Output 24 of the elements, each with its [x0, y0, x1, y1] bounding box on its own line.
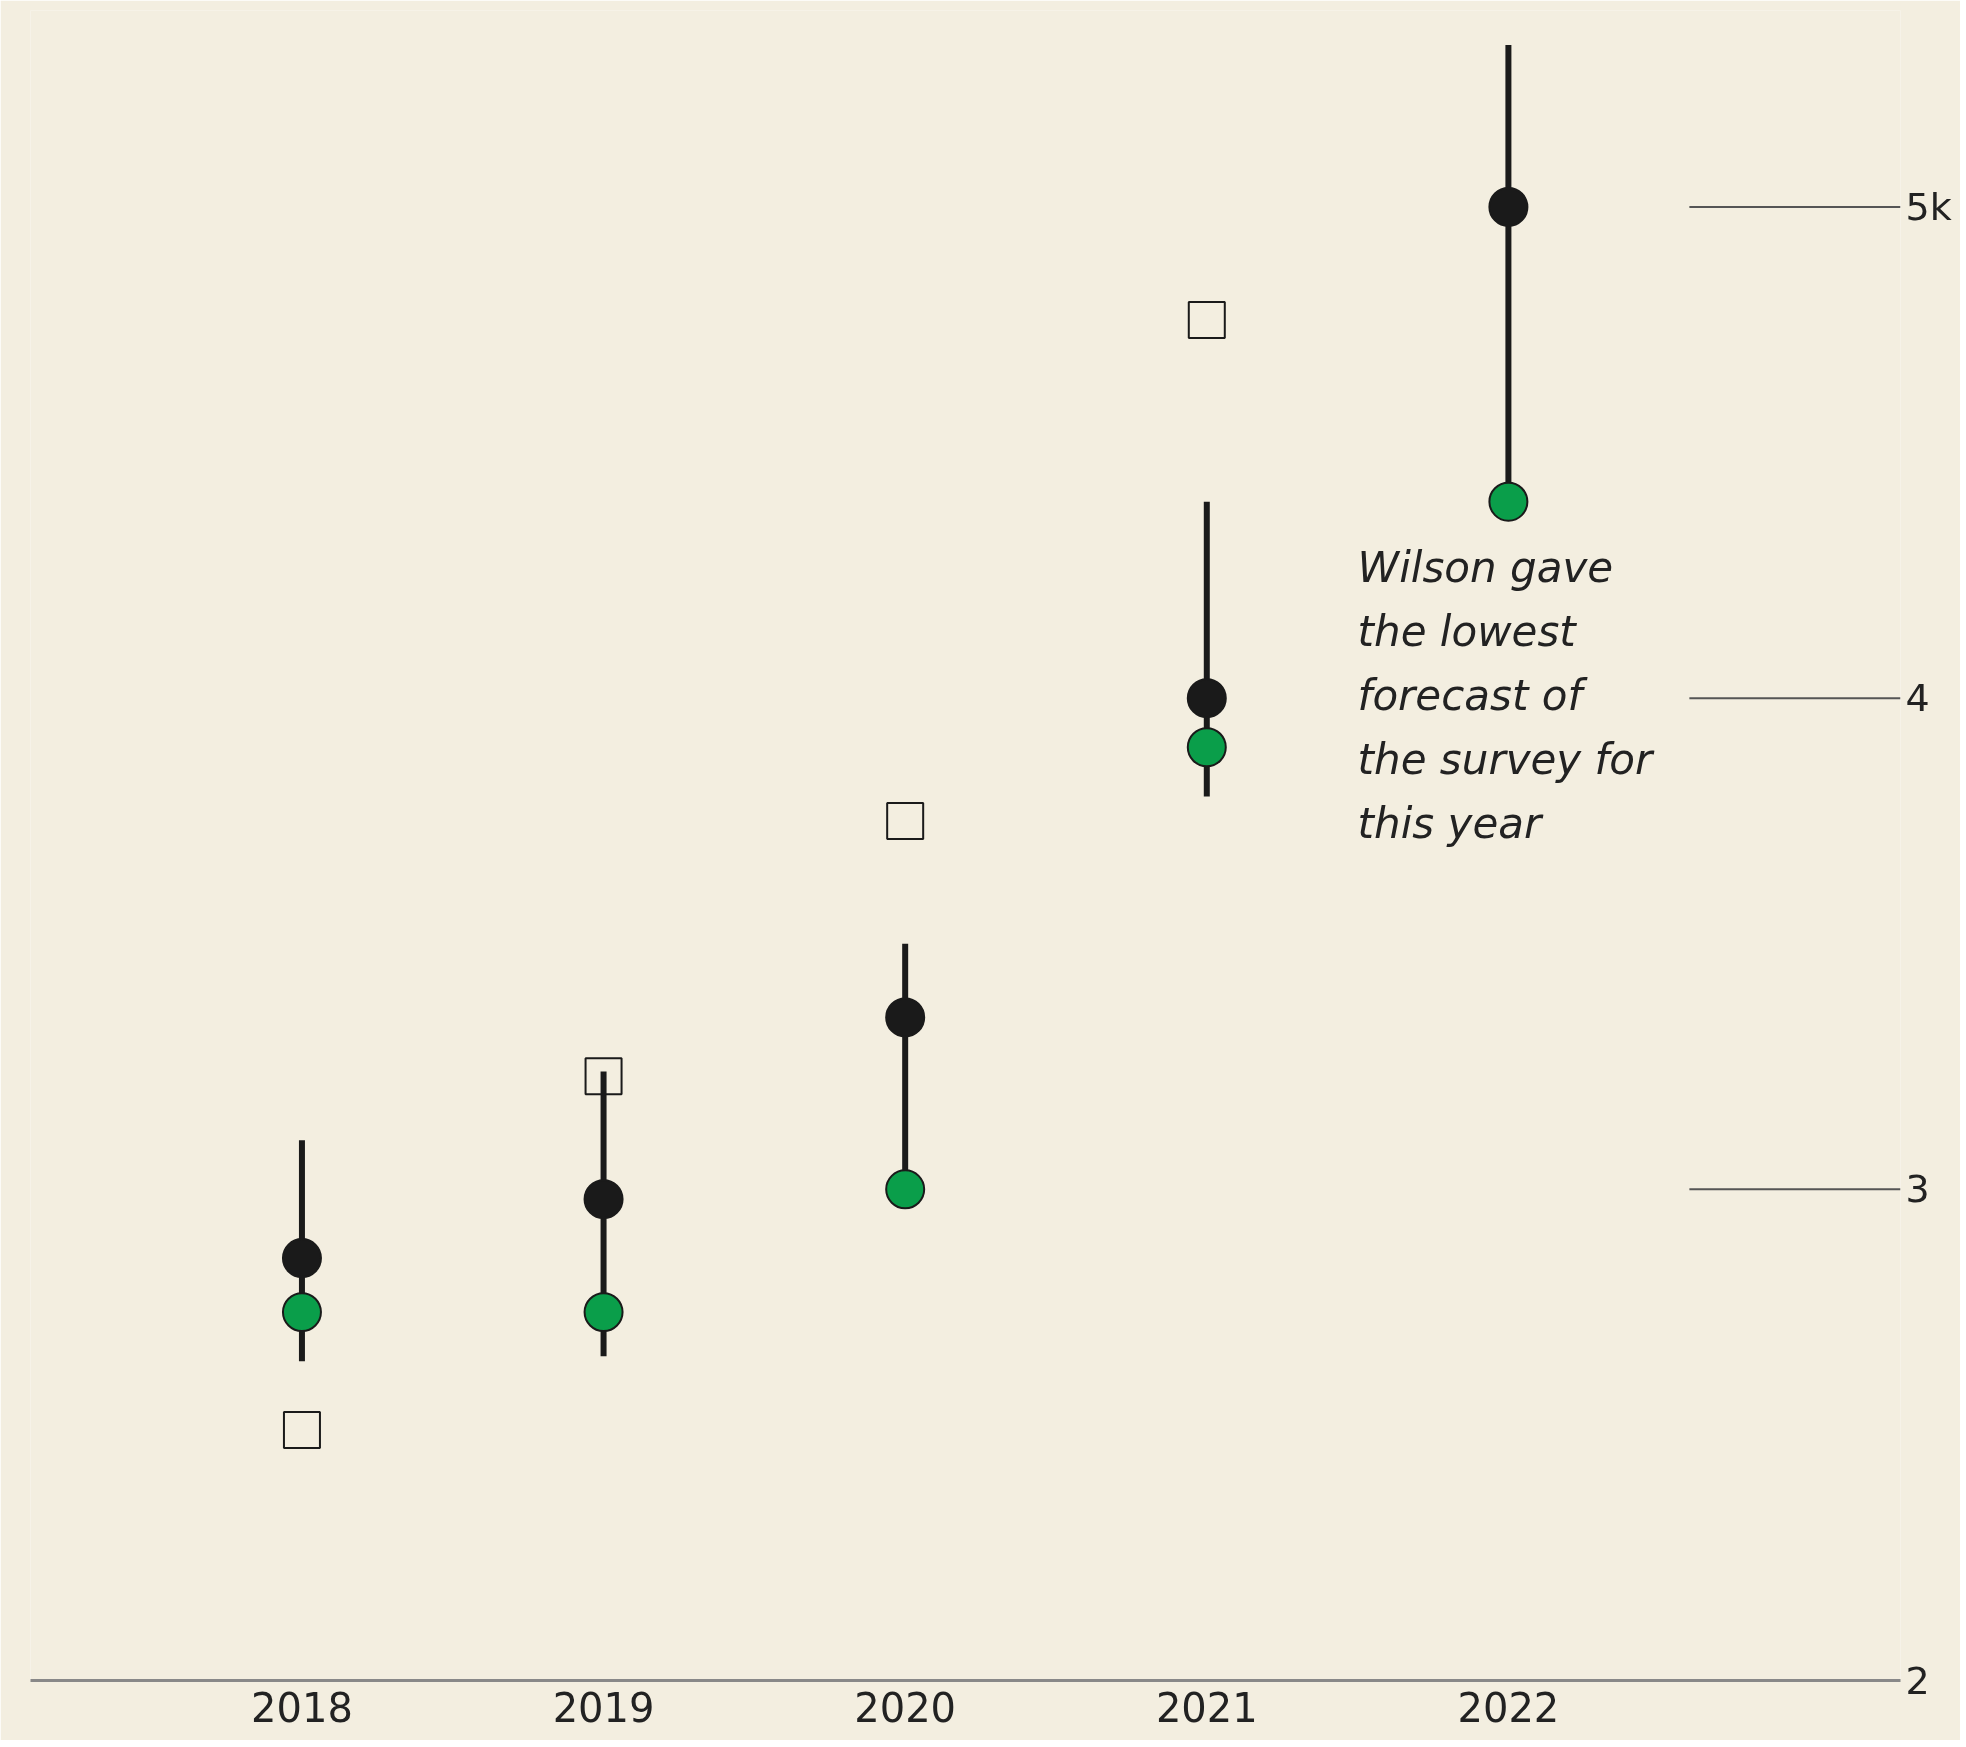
point	[1488, 187, 1529, 227]
y-tick-label: 5k	[1905, 184, 1952, 229]
point	[282, 1411, 321, 1449]
point	[583, 1179, 624, 1220]
y-tick-label: 3	[1905, 1167, 1930, 1212]
point	[1186, 727, 1227, 768]
y-tick-label: 4	[1905, 676, 1930, 721]
y-tick-label: 2	[1905, 1658, 1930, 1703]
point	[281, 1292, 322, 1333]
point	[1187, 300, 1226, 339]
x-tick-label: 2020	[854, 1684, 957, 1731]
point	[584, 1057, 623, 1096]
point	[583, 1292, 624, 1333]
x-tick-label: 2022	[1457, 1684, 1560, 1731]
point	[1488, 481, 1529, 522]
x-tick-label: 2018	[251, 1684, 353, 1731]
annotation: Wilson gave the lowest forecast of the survey for this year	[1357, 542, 1656, 848]
point	[886, 801, 925, 840]
point	[885, 1169, 926, 1210]
point	[885, 997, 926, 1038]
x-tick-label: 2019	[552, 1684, 655, 1731]
point	[281, 1238, 322, 1279]
point	[1186, 678, 1227, 719]
x-tick-label: 2021	[1155, 1684, 1258, 1731]
